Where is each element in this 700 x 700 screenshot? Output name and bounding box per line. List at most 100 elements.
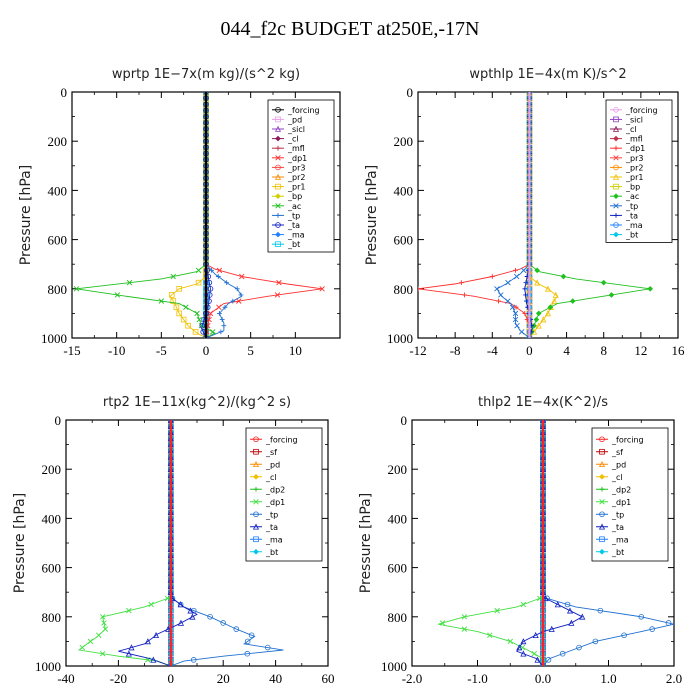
legend-entry: _ta [611, 523, 624, 532]
series-point-ac [158, 298, 165, 304]
series-point-dp1 [520, 601, 527, 608]
legend-entry: _ta [287, 221, 300, 230]
legend-marker [253, 473, 259, 480]
series-point-dp1 [439, 620, 446, 626]
series-point-ta [187, 607, 194, 614]
legend-entry: _pr3 [625, 154, 643, 163]
panel-title: wprtp 1E−7x(m kg)/(s^2 kg) [112, 67, 300, 82]
legend-entry: _forcing [287, 106, 320, 115]
series-point-tp [621, 632, 627, 639]
y-tick-label: 600 [42, 561, 62, 576]
series-point-ta [516, 644, 523, 651]
series-point-ta [579, 613, 586, 620]
x-tick-label: -10 [108, 343, 125, 358]
legend-entry: _forcing [611, 435, 644, 444]
series-line-ac [76, 92, 216, 338]
series-point-tp [207, 613, 213, 620]
x-tick-label: -20 [110, 671, 127, 686]
y-tick-label: 1000 [35, 659, 61, 674]
series-point-ac [209, 329, 216, 335]
x-tick-label: 1.0 [600, 671, 616, 686]
x-tick-label: -15 [63, 343, 80, 358]
series-point-ac [533, 316, 540, 323]
series-point-dp1 [507, 638, 513, 645]
series-point-pr1 [173, 304, 180, 311]
legend-box [605, 99, 673, 243]
x-tick-label: 4 [563, 343, 570, 358]
legend-entry: _sicl [625, 115, 643, 124]
legend-entry: _ta [625, 211, 638, 220]
y-tick-label: 600 [394, 233, 414, 248]
series-point-dp1 [216, 304, 222, 310]
series-point-ta [128, 644, 135, 651]
y-tick-label: 600 [388, 561, 408, 576]
series-point-pr1 [170, 298, 177, 304]
legend-marker [275, 183, 281, 190]
legend-marker [275, 203, 281, 209]
series-point-tp [222, 304, 228, 310]
series-line-pr1 [169, 92, 207, 338]
x-tick-label: 60 [322, 671, 335, 686]
legend-entry: _ac [287, 202, 301, 211]
legend-marker [599, 536, 605, 543]
chart-panel-4: thlp2 1E−4x(K^2)/s Pressure [hPa] 0 200 400 6… [358, 395, 682, 686]
series-point-ta [206, 292, 213, 298]
legend-marker [253, 436, 259, 443]
series-point-tp [230, 298, 236, 304]
legend-marker [599, 511, 605, 518]
x-tick-label: -2.0 [402, 671, 423, 686]
series-point-pr1 [535, 322, 542, 329]
legend-entry: _cl [287, 135, 299, 144]
legend-box [591, 427, 669, 562]
y-tick-label: 0 [55, 413, 62, 428]
series-point-dp1 [494, 607, 500, 614]
x-tick-label: 0 [526, 343, 533, 358]
series-point-ta [144, 638, 151, 645]
series-point-tp [512, 310, 519, 317]
series-point-ta [150, 656, 157, 663]
legend-entry: _forcing [625, 106, 658, 115]
x-tick-label: 40 [269, 671, 282, 686]
series-point-dp1 [216, 267, 223, 274]
series-point-pr1 [168, 292, 175, 298]
y-tick-label: 400 [388, 511, 408, 526]
legend-entry: _dp1 [287, 154, 307, 163]
panel-title: wpthlp 1E−4x(m K)/s^2 [469, 67, 626, 82]
y-tick-label: 1000 [387, 331, 413, 346]
x-tick-label: 5 [247, 343, 254, 358]
y-tick-label: 1000 [41, 331, 67, 346]
y-tick-label: 800 [42, 610, 62, 625]
legend-entry: _tp [611, 510, 624, 519]
x-tick-label: 0 [168, 671, 175, 686]
series-point-ac [560, 273, 567, 280]
x-tick-label: -5 [156, 343, 167, 358]
legend-entry: _pr2 [625, 163, 643, 172]
series-point-tp [512, 316, 519, 323]
legend-marker [613, 231, 619, 238]
series-point-dp1 [489, 274, 495, 279]
series-point-dp1 [79, 644, 85, 651]
legend-entry: _ma [611, 535, 629, 544]
series-point-ta [542, 595, 549, 602]
y-tick-label: 600 [48, 233, 68, 248]
legend-entry: _cl [265, 473, 277, 482]
series-point-tp [221, 323, 227, 329]
chart-panel-3: rtp2 1E−11x(kg^2)/(kg^2 s) Pressure [hPa]… [12, 395, 335, 686]
legend-entry: _bp [287, 192, 302, 201]
series-group [78, 420, 284, 666]
series-point-ac [114, 292, 121, 298]
series-point-pr1 [544, 310, 552, 317]
panel-title: thlp2 1E−4x(K^2)/s [478, 395, 608, 410]
legend-marker [613, 213, 619, 218]
legend-entry: _sf [611, 448, 623, 457]
legend-marker [275, 241, 281, 248]
series-point-dp1 [418, 286, 421, 292]
series-point-tp [509, 304, 516, 310]
series-point-ac [73, 286, 80, 292]
series-point-dp1 [239, 273, 245, 280]
series-point-dp1 [126, 607, 132, 614]
y-tick-label: 400 [394, 183, 414, 198]
legend-entry: _dp2 [611, 485, 631, 494]
x-tick-label: 0.0 [535, 671, 551, 686]
series-point-pr1 [180, 316, 187, 323]
